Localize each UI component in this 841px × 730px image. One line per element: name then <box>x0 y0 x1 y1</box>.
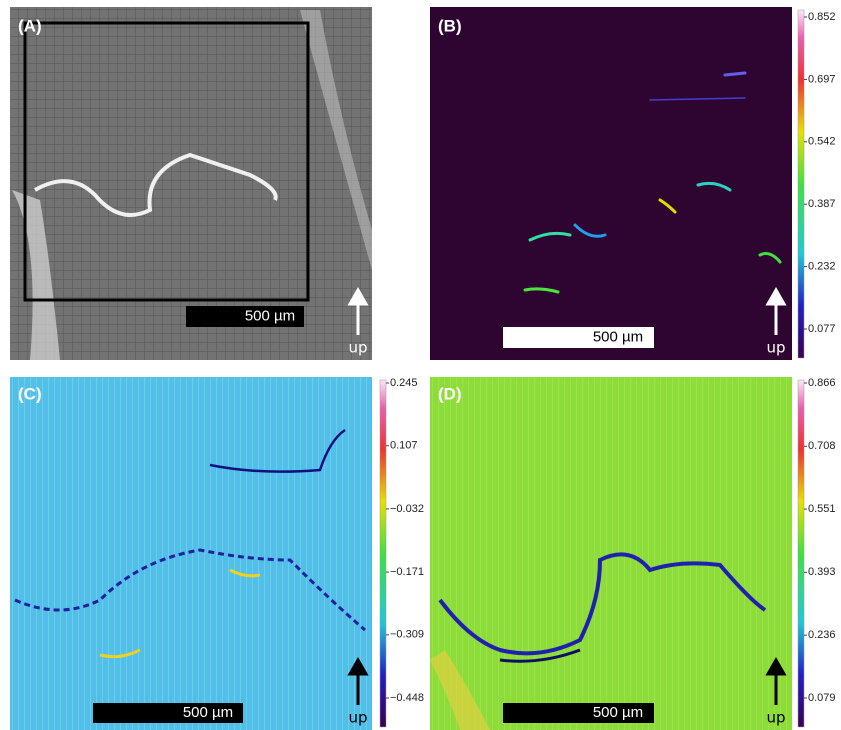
colorbar-tick-label: 0.387 <box>808 198 836 210</box>
panel-b: 500 µm up (B) <box>430 7 792 360</box>
colorbar-tick-label: −0.032 <box>390 503 424 515</box>
colorbar-tick-label: 0.697 <box>808 73 836 85</box>
image <box>430 377 792 730</box>
colorbar <box>798 10 804 358</box>
scale-bar-label: 500 µm <box>245 307 295 324</box>
panel-a: 500 µm up (A) <box>10 7 372 360</box>
figure: 500 µm up (A) 500 µm up (B) 500 µm u <box>0 0 841 730</box>
colorbar-tick-label: −0.171 <box>390 566 424 578</box>
colorbar-tick-label: 0.393 <box>808 566 836 578</box>
panel-label: (D) <box>438 384 462 403</box>
direction-label: up <box>766 339 785 357</box>
colorbar-tick-label: 0.708 <box>808 440 836 452</box>
scale-bar-label: 500 µm <box>593 328 643 345</box>
colorbar-tick-label: 0.107 <box>390 440 418 452</box>
direction-label: up <box>766 709 785 727</box>
colorbar <box>380 380 386 727</box>
panel-label: (C) <box>18 384 42 403</box>
image <box>10 377 372 730</box>
colorbar-tick-label: −0.309 <box>390 629 424 641</box>
direction-label: up <box>348 709 367 727</box>
panel-c: 500 µm up (C) <box>10 377 372 730</box>
colorbar-tick-label: 0.551 <box>808 503 836 515</box>
panel-label: (B) <box>438 16 462 35</box>
image <box>430 7 792 360</box>
panel-d: 500 µm up (D) <box>430 377 792 730</box>
colorbar-tick-label: 0.245 <box>390 377 418 389</box>
scale-bar-label: 500 µm <box>593 704 643 721</box>
colorbar <box>798 380 804 727</box>
colorbar-tick-label: 0.079 <box>808 692 836 704</box>
scale-bar-label: 500 µm <box>183 704 233 721</box>
panel-label: (A) <box>18 16 42 35</box>
colorbar-tick-label: 0.236 <box>808 629 836 641</box>
colorbar-tick-label: 0.232 <box>808 261 836 273</box>
colorbar-tick-label: 0.542 <box>808 136 836 148</box>
colorbar-tick-label: 0.866 <box>808 377 836 389</box>
colorbar-tick-label: 0.077 <box>808 323 836 335</box>
direction-label: up <box>348 339 367 357</box>
colorbar-tick-label: 0.852 <box>808 11 836 23</box>
colorbar-tick-label: −0.448 <box>390 692 424 704</box>
